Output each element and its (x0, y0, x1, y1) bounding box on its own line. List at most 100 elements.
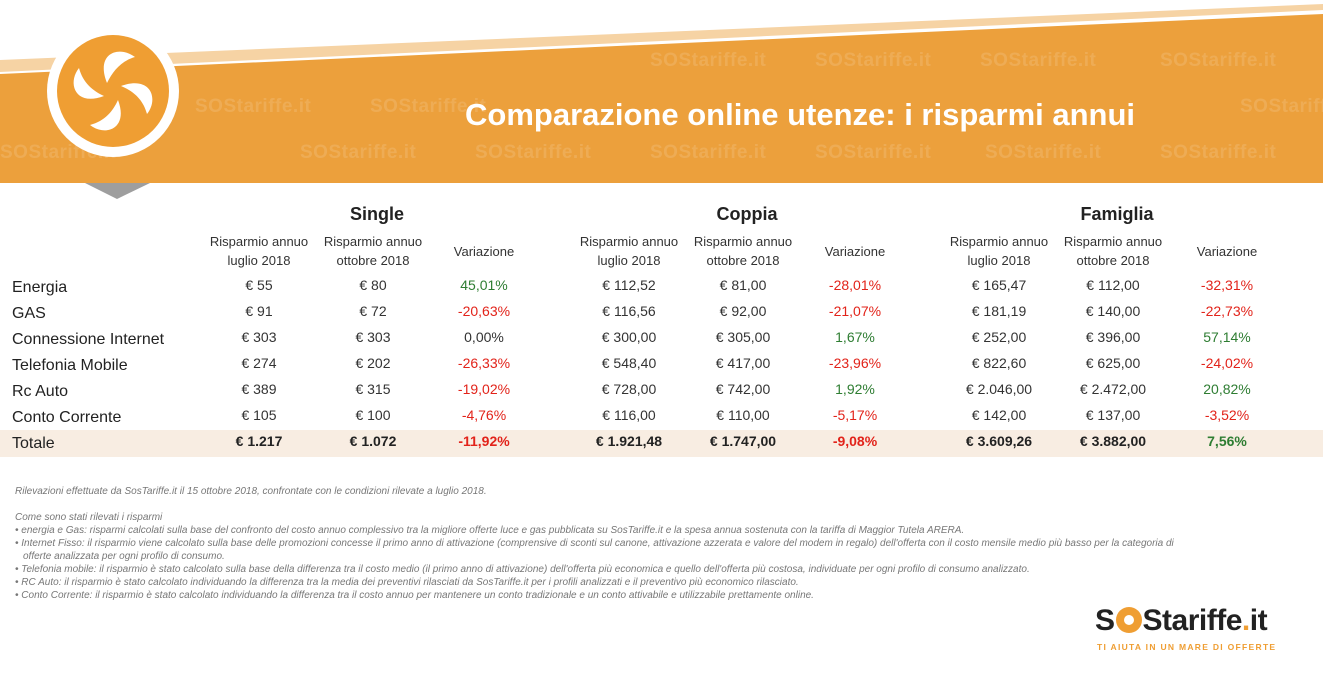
watermark: SOStariffe.it (195, 96, 312, 117)
column-header-jul: Risparmio annuo luglio 2018 (579, 234, 679, 268)
table-total-row: Totale € 1.217 € 1.072 -11,92% € 1.921,48 € 1… (0, 430, 1323, 457)
variation-cell: -24,02% (1200, 355, 1254, 371)
variation-cell: -23,96% (828, 355, 882, 371)
footnotes: Rilevazioni effettuate da SosTariffe.it … (15, 485, 1305, 602)
value-cell: € 110,00 (716, 407, 770, 423)
value-cell: € 72 (359, 303, 387, 319)
value-cell: € 303 (241, 329, 277, 345)
value-cell: € 112,00 (1086, 277, 1140, 293)
value-cell: € 116,56 (602, 303, 656, 319)
value-cell: € 742,00 (715, 381, 771, 397)
value-cell: € 389 (241, 381, 277, 397)
value-cell: € 1.072 (349, 433, 397, 449)
variation-cell: -3,52% (1204, 407, 1250, 423)
value-cell: € 1.747,00 (709, 433, 777, 449)
group-header-famiglia: Famiglia (1080, 204, 1154, 224)
value-cell: € 105 (241, 407, 277, 423)
note-item: • Telefonia mobile: il risparmio è stato… (15, 564, 1030, 575)
column-header-oct: Risparmio annuo ottobre 2018 (323, 234, 423, 268)
variation-cell: -28,01% (828, 277, 882, 293)
watermark: SOStariffe.it (985, 142, 1102, 163)
variation-cell: 1,92% (835, 381, 875, 397)
variation-cell: 20,82% (1203, 381, 1251, 397)
table-row: Energia € 55 € 80 45,01% € 112,52 € 81,00 -28,… (0, 274, 1323, 300)
variation-cell: 57,14% (1203, 329, 1251, 345)
watermark: SOStariffe.it (980, 50, 1097, 71)
column-header-var: Variazione (453, 244, 515, 259)
header-banner: SOStariffe.it SOStariffe.it SOStariffe.i… (0, 0, 1323, 200)
watermark: SOStariffe.it (815, 50, 932, 71)
table-row: Rc Auto € 389 € 315 -19,02% € 728,00 € 742,00… (0, 378, 1323, 404)
value-cell: € 3.882,00 (1079, 433, 1147, 449)
column-header-var: Variazione (824, 244, 886, 259)
row-label: Conto Corrente (12, 409, 122, 426)
value-cell: € 137,00 (1085, 407, 1141, 423)
brand-s2: S (1142, 604, 1163, 637)
value-cell: € 80 (359, 277, 387, 293)
row-label: Telefonia Mobile (12, 357, 128, 374)
source-note: Rilevazioni effettuate da SosTariffe.it … (15, 486, 487, 497)
variation-cell: -9,08% (832, 433, 878, 449)
brand-dot: . (1241, 604, 1250, 637)
value-cell: € 3.609,26 (965, 433, 1033, 449)
variation-cell: -5,17% (832, 407, 878, 423)
table-row: Connessione Internet € 303 € 303 0,00% € 300… (0, 326, 1323, 352)
value-cell: € 417,00 (715, 355, 771, 371)
value-cell: € 2.472,00 (1079, 381, 1147, 397)
value-cell: € 396,00 (1085, 329, 1141, 345)
value-cell: € 300,00 (601, 329, 657, 345)
value-cell: € 202 (355, 355, 391, 371)
variation-cell: -11,92% (458, 433, 510, 449)
lifebuoy-icon (1115, 607, 1142, 633)
value-cell: € 1.217 (235, 433, 283, 449)
note-item: offerte analizzata per ogni profilo di c… (23, 551, 225, 562)
watermark: SOStariffe.it (1240, 96, 1323, 117)
value-cell: € 116,00 (602, 407, 656, 423)
fan-icon (73, 51, 153, 131)
value-cell: € 165,47 (971, 277, 1027, 293)
value-cell: € 822,60 (971, 355, 1027, 371)
brand-word: tariffe (1162, 604, 1242, 637)
value-cell: € 181,19 (971, 303, 1027, 319)
value-cell: € 315 (355, 381, 391, 397)
variation-cell: -26,33% (457, 355, 511, 371)
column-header-var: Variazione (1196, 244, 1258, 259)
brand-logo: S Stariffe.it TI AIUTA IN UN MARE DI OFFE… (1095, 604, 1310, 656)
variation-cell: -4,76% (461, 407, 507, 423)
row-label: GAS (12, 305, 46, 322)
note-item: • energia e Gas: risparmi calcolati sull… (15, 525, 965, 536)
value-cell: € 92,00 (719, 303, 767, 319)
row-label: Rc Auto (12, 383, 69, 400)
watermark: SOStariffe.it (1160, 142, 1277, 163)
table-row: Telefonia Mobile € 274 € 202 -26,33% € 548,4… (0, 352, 1323, 378)
value-cell: € 305,00 (715, 329, 771, 345)
group-header-coppia: Coppia (716, 204, 778, 224)
note-item: • Conto Corrente: il risparmio è stato c… (15, 590, 814, 601)
table-row: Conto Corrente € 105 € 100 -4,76% € 116,00 € … (0, 404, 1323, 430)
variation-cell: -22,73% (1200, 303, 1254, 319)
row-label: Energia (12, 279, 68, 296)
watermark: SOStariffe.it (370, 96, 487, 117)
row-label: Totale (12, 435, 55, 452)
variation-cell: -20,63% (457, 303, 511, 319)
variation-cell: -32,31% (1200, 277, 1254, 293)
value-cell: € 55 (245, 277, 273, 293)
notes-heading: Come sono stati rilevati i risparmi (15, 512, 163, 523)
value-cell: € 1.921,48 (595, 433, 663, 449)
value-cell: € 625,00 (1085, 355, 1141, 371)
value-cell: € 2.046,00 (965, 381, 1033, 397)
brand-s1: S (1095, 604, 1115, 637)
column-header-jul: Risparmio annuo luglio 2018 (209, 234, 309, 268)
row-label: Connessione Internet (12, 331, 165, 348)
value-cell: € 728,00 (601, 381, 657, 397)
value-cell: € 140,00 (1085, 303, 1141, 319)
variation-cell: 0,00% (464, 329, 504, 345)
value-cell: € 81,00 (719, 277, 767, 293)
column-header-jul: Risparmio annuo luglio 2018 (949, 234, 1049, 268)
variation-cell: 7,56% (1207, 433, 1247, 449)
watermark: SOStariffe.it (815, 142, 932, 163)
group-header-single: Single (349, 204, 404, 224)
value-cell: € 142,00 (971, 407, 1027, 423)
watermark: SOStariffe.it (1160, 50, 1277, 71)
logo-badge (47, 25, 179, 157)
